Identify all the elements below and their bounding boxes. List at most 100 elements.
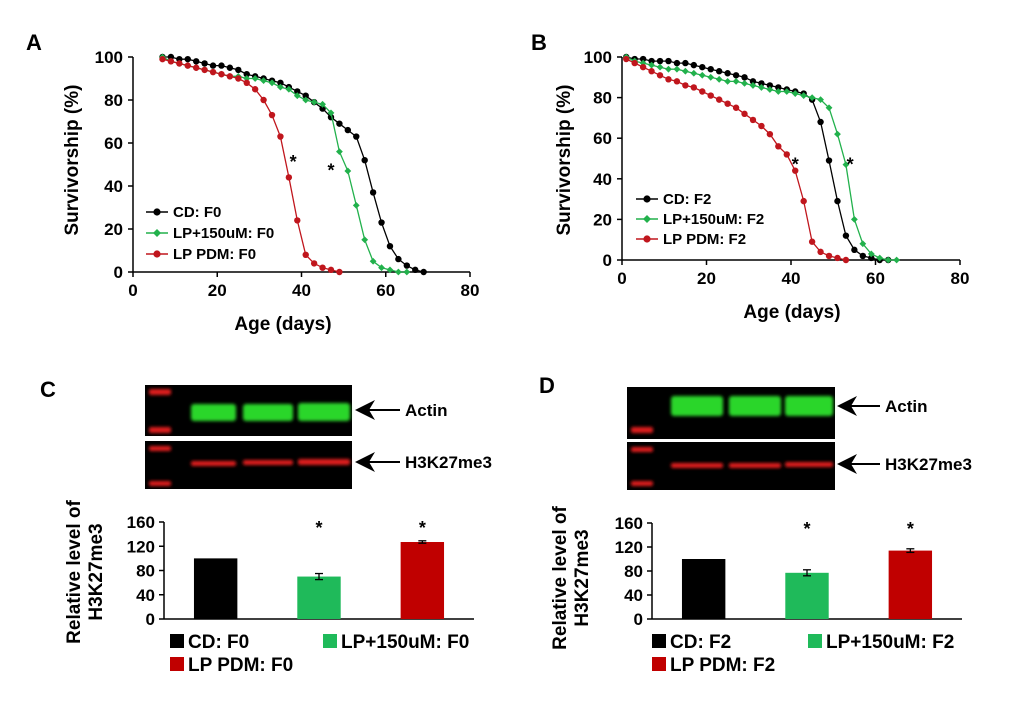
ladder-band bbox=[631, 481, 653, 486]
panel-label-c: C bbox=[40, 377, 56, 402]
legend-label-lp150-a: LP+150uM: F0 bbox=[173, 225, 274, 242]
data-point bbox=[766, 82, 774, 89]
data-point bbox=[715, 68, 723, 75]
data-point bbox=[302, 251, 309, 258]
legend-swatch-lp150-c bbox=[323, 634, 337, 648]
data-point bbox=[361, 157, 368, 164]
legend-swatch-lp150-d bbox=[808, 634, 822, 648]
data-point bbox=[277, 83, 284, 91]
y-tick-label: 80 bbox=[104, 91, 123, 110]
western-blot-d: Actin H3K27me3 bbox=[627, 387, 972, 490]
data-point bbox=[412, 266, 419, 274]
data-point bbox=[884, 256, 892, 264]
data-point bbox=[268, 79, 276, 87]
data-point bbox=[673, 78, 681, 85]
series-line bbox=[625, 58, 847, 261]
data-point bbox=[766, 130, 774, 138]
y-tick-label: 100 bbox=[95, 48, 123, 67]
data-point bbox=[386, 266, 394, 274]
series-line bbox=[162, 58, 340, 273]
actin-band bbox=[729, 396, 781, 416]
legend-label-lppdm-c: LP PDM: F0 bbox=[188, 655, 293, 676]
blot-label-h3k27me3-d: H3K27me3 bbox=[885, 455, 972, 474]
bar bbox=[681, 559, 726, 619]
bar bbox=[785, 572, 829, 619]
data-point bbox=[808, 94, 816, 101]
data-point bbox=[184, 55, 191, 63]
data-point bbox=[218, 71, 225, 78]
legend-swatch-cd-c bbox=[170, 634, 184, 648]
legend-marker-lp150-a bbox=[153, 229, 161, 237]
legend-label-lp150-d: LP+150uM: F2 bbox=[826, 632, 954, 653]
h3k27me3-band bbox=[243, 460, 293, 465]
data-point bbox=[319, 100, 326, 108]
plot-area-c: 0 40 80 120 160 * * bbox=[127, 513, 474, 629]
data-point bbox=[775, 84, 782, 91]
y-tick-label: 120 bbox=[615, 538, 643, 557]
data-point bbox=[201, 60, 208, 67]
western-blot-c: Actin H3K27me3 bbox=[145, 385, 492, 489]
y-tick-label: 40 bbox=[104, 177, 123, 196]
data-point bbox=[876, 254, 884, 262]
data-point bbox=[319, 105, 326, 112]
data-point bbox=[758, 122, 765, 130]
data-point bbox=[851, 246, 858, 254]
data-point bbox=[665, 76, 672, 83]
significance-star: * bbox=[792, 155, 799, 175]
plot-area-d: 0 40 80 120 160 * * bbox=[615, 514, 962, 629]
data-point bbox=[386, 243, 394, 250]
data-point bbox=[353, 133, 360, 140]
significance-star: * bbox=[847, 155, 854, 175]
data-point bbox=[251, 75, 259, 82]
data-point bbox=[648, 57, 655, 65]
actin-band bbox=[191, 404, 236, 421]
bar bbox=[888, 550, 933, 619]
data-point bbox=[681, 67, 689, 75]
h3k27me3-band bbox=[671, 463, 723, 468]
data-point bbox=[842, 256, 850, 264]
data-point bbox=[336, 268, 343, 276]
legend-marker-lp150-b bbox=[643, 215, 651, 223]
bar bbox=[297, 576, 341, 619]
data-point bbox=[724, 77, 732, 85]
significance-star: * bbox=[803, 519, 810, 539]
data-point bbox=[834, 130, 841, 138]
legend-label-cd-a: CD: F0 bbox=[173, 204, 221, 221]
data-point bbox=[800, 197, 807, 205]
data-point bbox=[774, 88, 782, 95]
plot-area-a: 0 20 40 60 80 0 20 40 60 80 100 * * bbox=[95, 48, 480, 300]
y-tick-label: 120 bbox=[127, 537, 155, 556]
data-point bbox=[834, 197, 841, 205]
data-point bbox=[707, 73, 715, 81]
data-point bbox=[639, 63, 647, 71]
h3k27me3-band bbox=[298, 459, 350, 465]
significance-star: * bbox=[327, 161, 334, 181]
y-tick-label: 60 bbox=[593, 129, 612, 148]
data-point bbox=[176, 60, 183, 67]
data-point bbox=[859, 252, 867, 260]
data-point bbox=[850, 216, 858, 223]
data-point bbox=[707, 92, 714, 99]
data-point bbox=[690, 61, 698, 69]
blot-label-actin-d: Actin bbox=[885, 397, 928, 416]
data-point bbox=[361, 236, 369, 244]
data-point bbox=[749, 82, 757, 89]
data-point bbox=[673, 59, 681, 67]
data-point bbox=[159, 55, 166, 63]
y-tick-label: 80 bbox=[136, 562, 155, 581]
data-point bbox=[842, 232, 850, 239]
data-point bbox=[707, 65, 714, 73]
y-axis-label-line1-c: Relative level of bbox=[64, 500, 85, 644]
legend-marker-lppdm-a bbox=[153, 250, 161, 258]
data-point bbox=[378, 264, 385, 272]
bar bbox=[193, 558, 238, 619]
y-tick-label: 0 bbox=[634, 610, 643, 629]
data-point bbox=[732, 72, 740, 79]
data-point bbox=[403, 262, 411, 269]
data-point bbox=[817, 96, 824, 104]
y-tick-label: 20 bbox=[104, 220, 123, 239]
data-point bbox=[277, 79, 284, 87]
data-point bbox=[724, 70, 731, 77]
data-point bbox=[285, 174, 293, 181]
data-point bbox=[226, 64, 234, 71]
